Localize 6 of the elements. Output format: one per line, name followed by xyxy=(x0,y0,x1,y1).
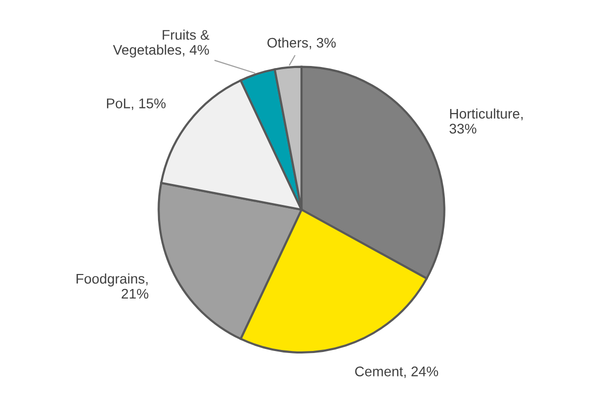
slice-label: PoL, 15% xyxy=(107,98,166,110)
slice-label: Others, 3% xyxy=(267,37,336,50)
slice-label: Foodgrains, 21% xyxy=(76,273,148,299)
slice-label: Fruits & Vegetables, 4% xyxy=(113,30,210,58)
slice-label: Horticulture, 33% xyxy=(450,108,523,134)
slice-label: Cement, 24% xyxy=(355,366,438,378)
